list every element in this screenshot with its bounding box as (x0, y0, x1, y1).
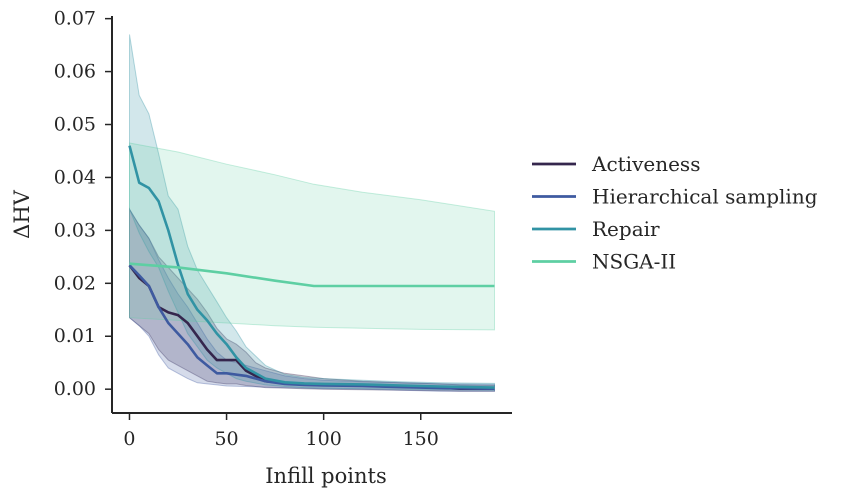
y-tick-label: 0.02 (54, 272, 96, 294)
legend-label: Activeness (591, 152, 700, 176)
y-tick-label: 0.04 (54, 166, 96, 188)
x-tick-label: 100 (306, 428, 342, 450)
y-tick-label: 0.05 (54, 114, 96, 136)
confidence-bands (129, 34, 495, 392)
legend-label: Repair (592, 217, 660, 241)
x-tick-label: 0 (123, 428, 135, 450)
x-ticks: 0 50 100 150 (123, 413, 439, 450)
legend-label: Hierarchical sampling (592, 185, 818, 209)
x-axis-title: Infill points (265, 464, 386, 488)
x-tick-label: 50 (214, 428, 238, 450)
legend-item-nsga-ii: NSGA-II (532, 250, 676, 274)
band-nsga-ii (129, 142, 495, 331)
band-activeness (129, 207, 495, 392)
legend-item-hierarchical-sampling: Hierarchical sampling (532, 185, 818, 209)
y-tick-label: 0.01 (54, 325, 96, 347)
y-tick-label: 0.03 (54, 219, 96, 241)
y-tick-label: 0.07 (54, 8, 96, 30)
axes (111, 16, 512, 414)
y-axis-title: ΔHV (10, 189, 34, 238)
line-hierarchical-sampling (128, 264, 495, 390)
line-repair (128, 145, 495, 389)
line-nsga-ii (129, 262, 495, 288)
y-ticks: 0.00 0.01 0.02 0.03 0.04 0.05 0.06 0.07 (54, 8, 112, 400)
legend-label: NSGA-II (592, 250, 676, 274)
legend-item-repair: Repair (532, 217, 660, 241)
band-hierarchical-sampling (129, 207, 495, 392)
y-tick-label: 0.00 (54, 378, 96, 400)
legend: Activeness Hierarchical sampling Repair NSG… (532, 152, 818, 274)
x-tick-label: 150 (403, 428, 439, 450)
y-tick-label: 0.06 (54, 61, 96, 83)
series-lines (128, 145, 495, 391)
legend-item-activeness: Activeness (532, 152, 700, 176)
